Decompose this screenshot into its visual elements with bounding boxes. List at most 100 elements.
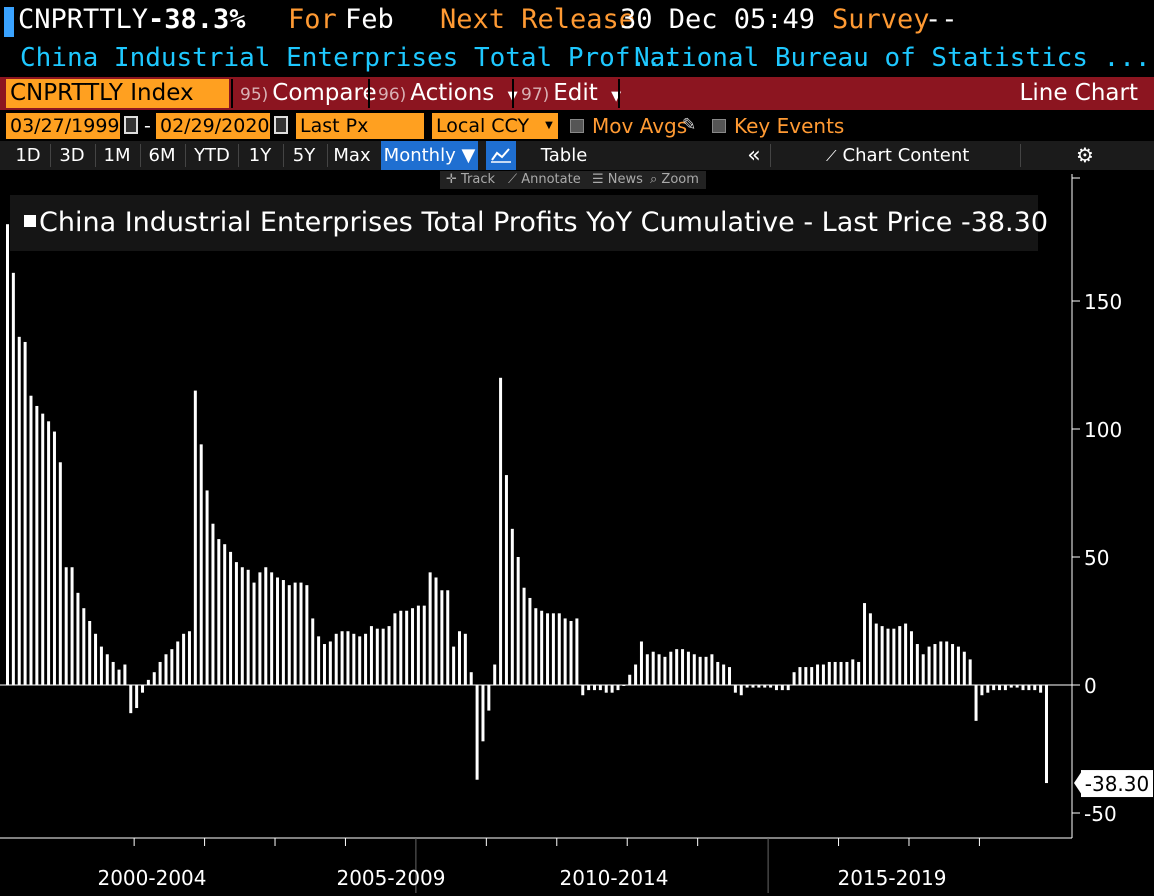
actions-label: Actions <box>410 80 495 106</box>
collapse-icon[interactable]: « <box>747 143 761 168</box>
crosshair-icon: ✛ <box>446 172 462 187</box>
header-row: CNPRTTLY -38.3% For Feb Next Release 30 … <box>0 0 1154 40</box>
x-group-label: 2005-2009 <box>336 866 445 890</box>
gear-icon[interactable]: ⚙ <box>1076 143 1094 167</box>
table-button[interactable]: Table <box>540 145 588 166</box>
bar <box>669 651 673 685</box>
chevron-down-icon[interactable]: ▼ <box>540 113 558 139</box>
range-1d-button[interactable]: 1D <box>15 145 41 166</box>
bar <box>628 674 632 685</box>
calendar-icon[interactable] <box>124 116 138 134</box>
chart-type-label[interactable]: Line Chart <box>1019 80 1138 106</box>
annotate-icon: ⟋ <box>508 172 522 187</box>
bar <box>604 685 608 693</box>
pencil-icon[interactable]: ✎ <box>682 115 697 135</box>
bar <box>369 626 373 685</box>
range-1y-button[interactable]: 1Y <box>248 145 272 166</box>
calendar-icon[interactable] <box>274 116 288 134</box>
range-6m-button[interactable]: 6M <box>148 145 176 166</box>
key-events-checkbox[interactable] <box>712 119 726 133</box>
bar <box>405 610 409 685</box>
bar <box>921 654 925 685</box>
bar <box>311 618 315 685</box>
track-tool[interactable]: ✛ Track <box>446 171 495 189</box>
bar <box>340 631 344 685</box>
bar <box>575 618 579 685</box>
bar <box>1044 685 1048 784</box>
bar <box>528 597 532 685</box>
bar <box>581 685 585 696</box>
line-chart-icon[interactable] <box>486 141 516 170</box>
bar <box>217 539 221 685</box>
bar <box>434 577 438 685</box>
bar <box>863 603 867 685</box>
bar-chart[interactable]: 150 100 50 0 -50 2000-2004 2005-2009 2010-2014 2… <box>0 170 1154 896</box>
bar <box>522 587 526 685</box>
bar <box>534 608 538 685</box>
actions-button[interactable]: 96)Actions ▼ <box>378 77 518 110</box>
frequency-select[interactable]: Monthly ▼ <box>381 141 478 170</box>
next-release-value: 30 Dec 05:49 <box>620 4 816 35</box>
compare-button[interactable]: 95) Compare <box>240 77 377 110</box>
bar <box>58 462 62 685</box>
bar <box>193 390 197 685</box>
bar <box>364 633 368 685</box>
bar <box>698 656 702 685</box>
bar <box>739 685 743 696</box>
chart-title: China Industrial Enterprises Total Profi… <box>39 207 1048 238</box>
bar <box>769 685 773 688</box>
bar <box>35 405 39 685</box>
zoom-tool[interactable]: ⌕ Zoom <box>650 171 699 189</box>
bar <box>70 567 74 685</box>
bar <box>211 523 215 685</box>
chart-content-button[interactable]: ⟋ Chart Content <box>826 141 996 170</box>
bar <box>716 661 720 685</box>
line-chart-glyph <box>491 148 511 163</box>
mov-avgs-checkbox[interactable] <box>570 119 584 133</box>
bar <box>182 633 186 685</box>
edit-button[interactable]: 97) Edit ▼ <box>521 77 621 110</box>
bar <box>422 605 426 685</box>
chevron-down-icon: ▼ <box>611 89 622 104</box>
range-max-button[interactable]: Max <box>333 145 371 166</box>
bar <box>469 672 473 685</box>
bar <box>610 685 614 693</box>
range-bar: 1D 3D 1M 6M YTD 1Y 5Y Max Monthly ▼ Tabl… <box>0 141 1154 170</box>
divider <box>1020 144 1021 167</box>
bar <box>416 605 420 685</box>
bar <box>223 544 227 685</box>
bar <box>745 685 749 688</box>
field-select[interactable]: Last Px <box>296 113 424 139</box>
bar <box>111 661 115 685</box>
range-3d-button[interactable]: 3D <box>59 145 85 166</box>
start-date-input[interactable]: 03/27/1999 <box>6 113 120 139</box>
range-ytd-button[interactable]: YTD <box>194 145 230 166</box>
bar <box>29 395 33 685</box>
bar <box>99 646 103 685</box>
y-tick-label: 0 <box>1084 674 1097 698</box>
divider <box>283 144 284 167</box>
bar <box>939 641 943 685</box>
range-5y-button[interactable]: 5Y <box>292 145 316 166</box>
date-separator: - <box>144 115 151 137</box>
bar <box>898 626 902 685</box>
source-text: National Bureau of Statistics ... <box>634 43 1151 73</box>
bar <box>11 272 15 685</box>
divider <box>231 79 233 108</box>
currency-select[interactable]: Local CCY <box>432 113 540 139</box>
zoom-label: Zoom <box>661 172 699 187</box>
end-date-input[interactable]: 02/29/2020 <box>156 113 270 139</box>
annotate-tool[interactable]: ⟋ Annotate <box>508 171 581 189</box>
bar <box>657 654 661 685</box>
bar <box>851 659 855 685</box>
bar <box>780 685 784 691</box>
bar <box>904 623 908 685</box>
bar <box>158 661 162 685</box>
news-tool[interactable]: ☰ News <box>592 171 643 189</box>
track-label: Track <box>461 172 496 187</box>
range-1m-button[interactable]: 1M <box>103 145 131 166</box>
security-input[interactable]: CNPRTTLY Index <box>6 79 229 108</box>
bar <box>141 685 145 693</box>
bar <box>334 633 338 685</box>
bar <box>205 490 209 685</box>
